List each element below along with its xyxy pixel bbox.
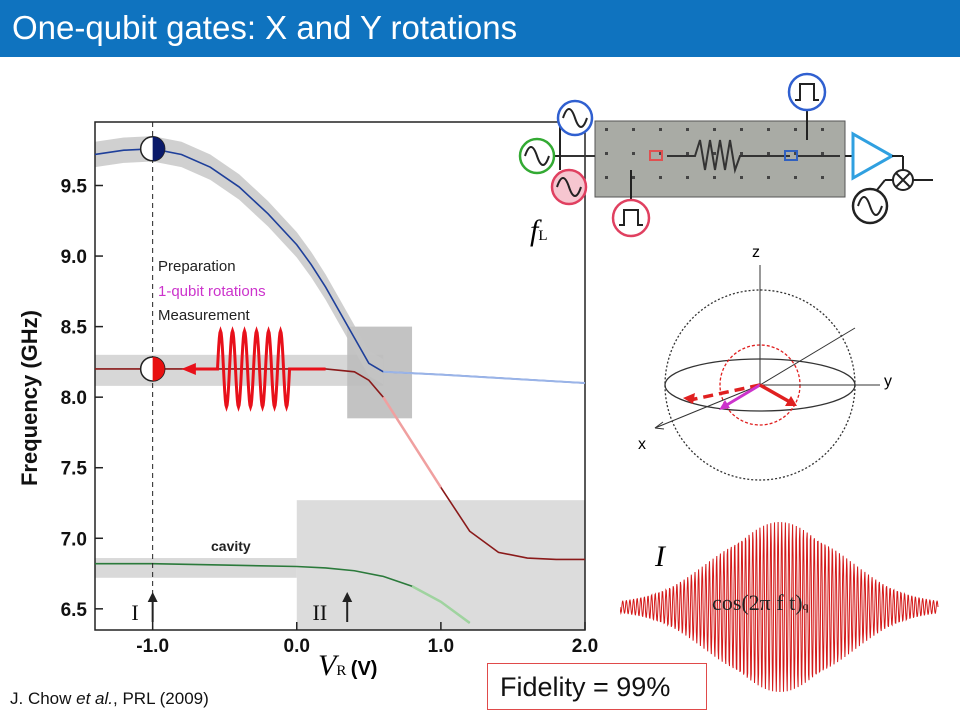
chip-dot [713, 152, 716, 155]
envelope-i-label: I [655, 540, 665, 573]
page-title: One-qubit gates: X and Y rotations [12, 9, 518, 46]
chip-dot [659, 176, 662, 179]
chip-dot [821, 176, 824, 179]
x-tick-label: 2.0 [572, 636, 598, 657]
plot-frame [94, 121, 586, 631]
y-axis-label: Frequency (GHz) [17, 309, 42, 487]
chip-dot [713, 128, 716, 131]
chip-dot [794, 152, 797, 155]
region-ii [296, 500, 585, 630]
chip-dot [686, 176, 689, 179]
frequency-chart: -1.0 0.0 1.0 2.06.57.07.58.08.59.09.5I II [61, 121, 598, 657]
bloch-x-label: x [638, 436, 646, 453]
pulse-red-icon [611, 198, 651, 238]
envelope-waveform [620, 521, 939, 693]
chip-dot [740, 128, 743, 131]
legend-preparation: Preparation [158, 258, 236, 275]
bloch-z-label: z [752, 244, 760, 261]
chip-dot [605, 176, 608, 179]
region-arrowhead [147, 592, 158, 602]
y-tick-label: 8.0 [61, 388, 87, 409]
qubit-right [784, 150, 798, 161]
x-tick-label: -1.0 [136, 636, 169, 657]
rotation-pulse [188, 326, 326, 412]
legend-rotations: 1-qubit rotations [158, 283, 266, 300]
x-axis-symbol: V [318, 649, 337, 682]
x-axis-label: VR (V) [318, 649, 377, 683]
title-bar: One-qubit gates: X and Y rotations [0, 0, 960, 57]
region-label: I [131, 600, 138, 625]
y-tick-label: 7.5 [61, 459, 88, 480]
chip-image [594, 120, 846, 198]
x-axis-unit: (V) [350, 658, 378, 680]
chip-dot [659, 128, 662, 131]
cavity-label: cavity [211, 538, 251, 554]
y-tick-label: 7.0 [61, 529, 87, 550]
region-arrowhead [342, 592, 353, 602]
chip-dot [821, 128, 824, 131]
envelope-pulse [620, 521, 939, 693]
fidelity-text: Fidelity = 99% [500, 672, 671, 702]
bloch-y-label: y [884, 373, 892, 390]
y-tick-label: 9.0 [61, 247, 87, 268]
qubit-state-fill [152, 136, 165, 161]
chip-dot [767, 152, 770, 155]
chip-dot [713, 176, 716, 179]
band-region-high [95, 136, 384, 385]
series-1-faded [383, 370, 586, 385]
chip-dots [605, 128, 824, 179]
chip-dot [767, 128, 770, 131]
chip-dot [686, 128, 689, 131]
fidelity-box: Fidelity = 99% [487, 663, 707, 710]
chip-dot [659, 152, 662, 155]
chip-dot [740, 176, 743, 179]
rotation-pulse-arrowhead [181, 362, 196, 375]
qubit-state-fill [152, 356, 165, 381]
circuit-diagram [518, 72, 933, 238]
chip-dot [632, 152, 635, 155]
chip-dot [794, 128, 797, 131]
chip-dot [686, 152, 689, 155]
chip-dot [821, 152, 824, 155]
chip-dot [605, 152, 608, 155]
chip-dot [794, 176, 797, 179]
pulse-blue-icon [787, 72, 827, 112]
chip-dot [767, 176, 770, 179]
citation: J. Chow et al., PRL (2009) [10, 689, 209, 708]
bloch-sphere [654, 265, 880, 481]
band-region-low [95, 558, 297, 578]
x-tick-label: 1.0 [428, 636, 454, 657]
qubit-left [649, 150, 663, 161]
y-tick-label: 9.5 [61, 177, 88, 198]
chip-dot [632, 128, 635, 131]
fl-label: fL [530, 214, 548, 247]
series-2-faded [382, 396, 442, 489]
envelope-cos-label: cos(2π f t)q [712, 590, 809, 615]
y-tick-label: 8.5 [61, 318, 88, 339]
series-3-faded [411, 585, 471, 624]
chip-dot [605, 128, 608, 131]
chip-dot [740, 152, 743, 155]
legend-measurement: Measurement [158, 307, 250, 324]
x-axis-subscript: R [336, 663, 347, 679]
chip-trace [560, 139, 840, 174]
x-tick-label: 0.0 [284, 636, 310, 657]
region-label: II [313, 600, 328, 625]
y-tick-label: 6.5 [61, 600, 88, 621]
chip-dot [632, 176, 635, 179]
amplifier-icon [851, 131, 896, 181]
